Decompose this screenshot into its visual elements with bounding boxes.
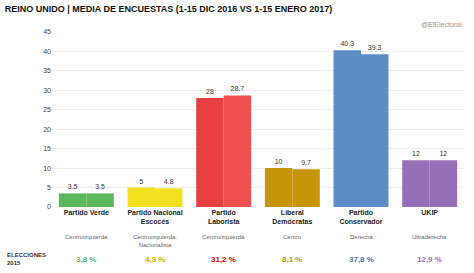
svg-text:3.5: 3.5 (68, 183, 78, 190)
svg-text:Partido NacionalEscocés: Partido NacionalEscocés (127, 209, 182, 225)
svg-text:40: 40 (43, 48, 51, 55)
svg-text:10: 10 (275, 158, 283, 165)
svg-text:45: 45 (43, 28, 51, 35)
svg-text:0: 0 (47, 203, 51, 210)
svg-text:9.7: 9.7 (301, 159, 311, 166)
svg-text:UKIP: UKIP (421, 209, 438, 216)
svg-text:12: 12 (412, 150, 420, 157)
svg-text:30: 30 (43, 87, 51, 94)
svg-text:ELECCIONES2015: ELECCIONES2015 (7, 252, 46, 266)
svg-text:10: 10 (43, 165, 51, 172)
svg-text:Derecha: Derecha (350, 234, 373, 240)
svg-text:15: 15 (43, 145, 51, 152)
svg-text:LiberalDemócratas: LiberalDemócratas (272, 209, 312, 225)
svg-text:PartidoConservador: PartidoConservador (339, 209, 382, 225)
svg-text:40.3: 40.3 (340, 40, 354, 47)
svg-text:4.8: 4.8 (164, 178, 174, 185)
svg-text:PartidoLaborista: PartidoLaborista (208, 209, 240, 225)
svg-text:12: 12 (439, 150, 447, 157)
svg-text:3,8 %: 3,8 % (76, 255, 96, 264)
svg-text:31,2 %: 31,2 % (211, 255, 236, 264)
svg-text:35: 35 (43, 67, 51, 74)
svg-text:Centroizquierda.Nacionalista: Centroizquierda.Nacionalista (133, 234, 177, 248)
svg-text:28: 28 (206, 88, 214, 95)
svg-text:5: 5 (47, 184, 51, 191)
svg-text:Centroizquierda: Centroizquierda (65, 234, 108, 240)
svg-text:4,9 %: 4,9 % (145, 255, 165, 264)
svg-text:8,1 %: 8,1 % (282, 255, 302, 264)
svg-text:Centroizquierda: Centroizquierda (202, 234, 245, 240)
svg-text:Partido Verde: Partido Verde (64, 209, 109, 216)
svg-text:12,9 %: 12,9 % (417, 255, 442, 264)
svg-text:REINO UNIDO | MEDIA DE ENCUEST: REINO UNIDO | MEDIA DE ENCUESTAS (1-15 D… (5, 4, 333, 14)
svg-text:5: 5 (139, 178, 143, 185)
svg-text:25: 25 (43, 106, 51, 113)
svg-text:39.3: 39.3 (368, 44, 382, 51)
svg-text:20: 20 (43, 126, 51, 133)
svg-text:3.5: 3.5 (95, 183, 105, 190)
svg-text:28.7: 28.7 (231, 85, 245, 92)
svg-text:Centro: Centro (283, 234, 302, 240)
svg-text:Ultraderecha: Ultraderecha (412, 234, 447, 240)
svg-text:@ElElectoral: @ElElectoral (421, 21, 462, 28)
svg-text:37,8 %: 37,8 % (349, 255, 374, 264)
